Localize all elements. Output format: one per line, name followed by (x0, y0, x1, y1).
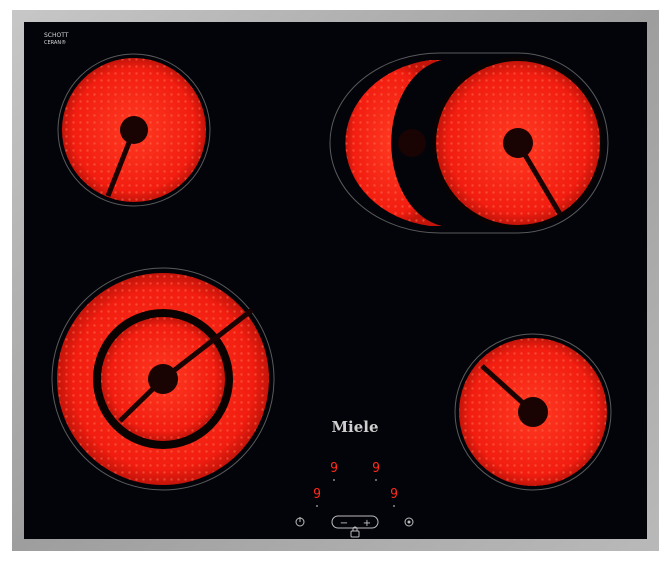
plus-button[interactable]: + (363, 518, 371, 529)
cooking-zone-top-left (57, 53, 211, 207)
timer-icon (404, 517, 414, 527)
cooking-zone-top-right-extended (329, 52, 609, 234)
zone-display-rear-right: 9 (372, 461, 380, 476)
glass-marking-line2: CERAN® (44, 39, 66, 46)
lock-button[interactable] (350, 526, 360, 538)
cooking-zone-bottom-left-dual (51, 267, 275, 491)
zone-display-front-left: 9 (313, 487, 321, 502)
timer-button[interactable] (404, 517, 414, 527)
minus-plus-control: − + (331, 515, 379, 529)
glass-marking-line1: SCHOTT (44, 32, 69, 39)
zone-display-rear-left: 9 (330, 461, 338, 476)
lock-icon (350, 530, 360, 538)
power-button[interactable] (295, 517, 305, 527)
cooking-zone-bottom-right (454, 333, 612, 491)
zone-display-front-right: 9 (390, 487, 398, 502)
brand-logo: Miele (331, 418, 378, 436)
minus-button[interactable]: − (340, 518, 348, 529)
